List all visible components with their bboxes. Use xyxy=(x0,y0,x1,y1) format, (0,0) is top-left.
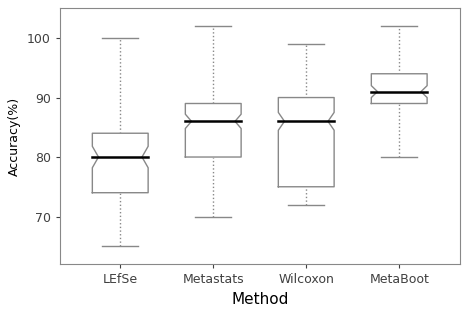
Polygon shape xyxy=(92,133,148,193)
Polygon shape xyxy=(371,74,427,104)
Y-axis label: Accuracy(%): Accuracy(%) xyxy=(8,97,22,176)
Polygon shape xyxy=(185,104,241,157)
X-axis label: Method: Method xyxy=(231,292,288,307)
Polygon shape xyxy=(278,98,334,187)
